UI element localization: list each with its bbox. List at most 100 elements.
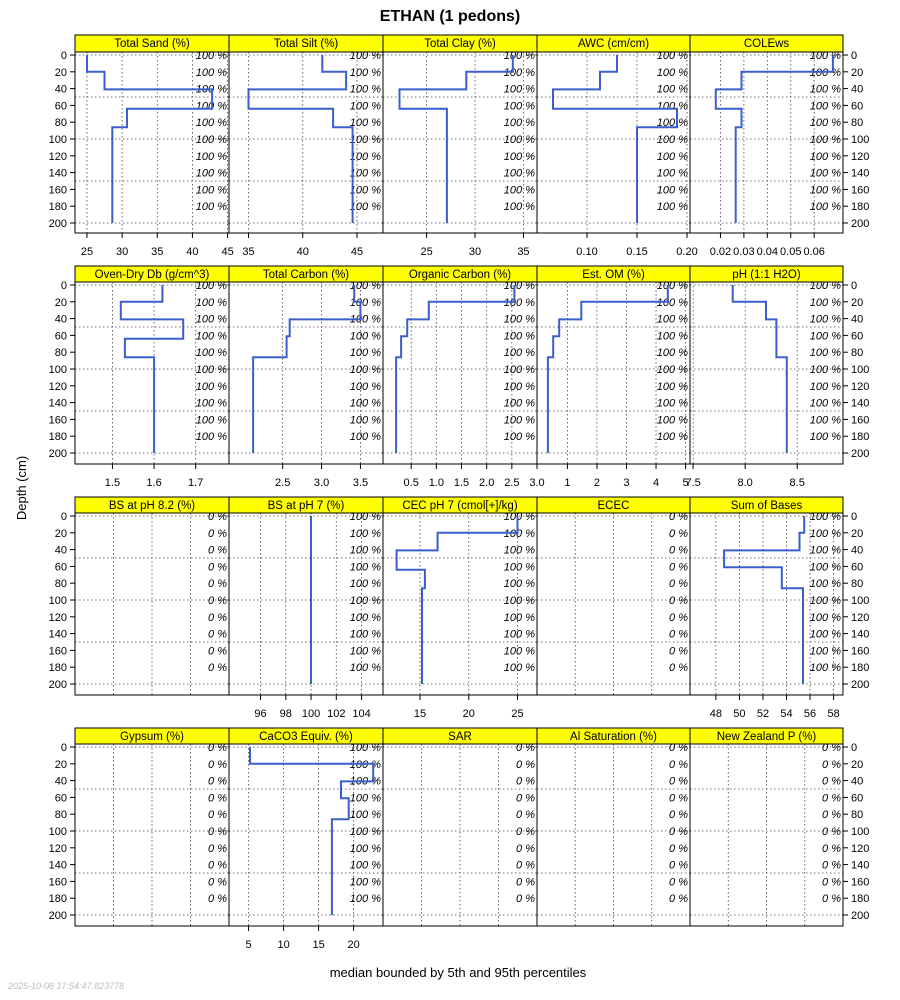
panel-4-pct-label: 100 % [657, 67, 688, 79]
panel-13-pct-label: 100 % [504, 645, 535, 657]
panel-9-pct-label: 100 % [657, 414, 688, 426]
panel-15-pct-label: 100 % [810, 511, 841, 523]
panel-15-xtick-label: 52 [757, 708, 769, 720]
panel-6-xtick-label: 1.5 [105, 477, 120, 489]
depth-tick-label-left: 60 [55, 100, 67, 112]
panel-19-pct-label: 0 % [669, 843, 688, 855]
panel-16-pct-label: 0 % [208, 843, 227, 855]
depth-tick-label-right: 140 [851, 168, 869, 180]
panel-16-pct-label: 0 % [208, 792, 227, 804]
panel-10-pct-label: 100 % [810, 314, 841, 326]
panel-17-pct-label: 100 % [350, 893, 381, 905]
panel-17-xtick-label: 10 [277, 939, 289, 951]
panel-14-pct-label: 0 % [669, 629, 688, 641]
depth-tick-label-right: 180 [851, 431, 869, 443]
panel-8-pct-label: 100 % [504, 280, 535, 292]
depth-tick-label-right: 60 [851, 561, 863, 573]
panel-20: New Zealand P (%) 0 % 0 % 0 % 0 % 0 % 0 % 0 % 0 … [689, 727, 844, 927]
panel-12-strip-label: BS at pH 7 (%) [268, 500, 345, 512]
panel-13-pct-label: 100 % [504, 595, 535, 607]
panel-12-xtick-label: 104 [352, 708, 370, 720]
depth-tick-label-left: 20 [55, 297, 67, 309]
panel-10-pct-label: 100 % [810, 364, 841, 376]
panel-6-strip-label: Oven-Dry Db (g/cm^3) [95, 269, 210, 281]
depth-tick-label-left: 0 [61, 280, 67, 292]
depth-tick-label-left: 180 [49, 431, 67, 443]
depth-tick-label-right: 140 [851, 860, 869, 872]
panel-16: Gypsum (%) 0 % 0 % 0 % 0 % 0 % 0 % 0 % 0 % 0 % 0 % [74, 727, 230, 927]
depth-tick-label-right: 180 [851, 201, 869, 213]
depth-tick-label-left: 0 [61, 742, 67, 754]
panel-15-pct-label: 100 % [810, 528, 841, 540]
panel-8-xtick-label: 3.0 [529, 477, 544, 489]
panel-16-pct-label: 0 % [208, 776, 227, 788]
panel-8-pct-label: 100 % [504, 414, 535, 426]
panel-13-pct-label: 100 % [504, 561, 535, 573]
panel-4-xtick-label: 0.10 [576, 246, 597, 258]
panel-14-pct-label: 0 % [669, 595, 688, 607]
panel-15-strip-label: Sum of Bases [731, 500, 803, 512]
panel-3-median-line [398, 55, 514, 223]
panel-2-pct-label: 100 % [350, 100, 381, 112]
panel-11-pct-label: 0 % [208, 612, 227, 624]
depth-tick-label-left: 160 [49, 645, 67, 657]
depth-tick-label-left: 60 [55, 561, 67, 573]
panel-13-xtick-label: 20 [463, 708, 475, 720]
panel-8-pct-label: 100 % [504, 398, 535, 410]
panel-9-pct-label: 100 % [657, 431, 688, 443]
panel-17-pct-label: 100 % [350, 792, 381, 804]
depth-tick-label-right: 40 [851, 84, 863, 96]
depth-tick-label-right: 140 [851, 629, 869, 641]
panel-11-pct-label: 0 % [208, 511, 227, 523]
panel-3: Total Clay (%) 100 % 100 % 100 % 100 % 100 % 1… [382, 34, 538, 258]
panel-19-pct-label: 0 % [669, 876, 688, 888]
panel-1-median-line [86, 55, 214, 223]
panel-3-pct-label: 100 % [504, 50, 535, 62]
panel-18-pct-label: 0 % [516, 742, 535, 754]
panel-3-pct-label: 100 % [504, 201, 535, 213]
depth-tick-label-right: 160 [851, 414, 869, 426]
depth-tick-label-left: 180 [49, 662, 67, 674]
panel-2-pct-label: 100 % [350, 67, 381, 79]
depth-tick-label-right: 20 [851, 759, 863, 771]
panel-3-pct-label: 100 % [504, 168, 535, 180]
panel-4-pct-label: 100 % [657, 50, 688, 62]
depth-tick-label-left: 140 [49, 398, 67, 410]
panel-5-frame [689, 51, 844, 234]
depth-tick-label-left: 160 [49, 414, 67, 426]
panel-2: Total Silt (%) 100 % 100 % 100 % 100 % 100 % 1… [228, 34, 384, 258]
panel-19-pct-label: 0 % [669, 792, 688, 804]
panel-15-pct-label: 100 % [810, 645, 841, 657]
depth-tick-label-right: 20 [851, 297, 863, 309]
chart-title: ETHAN (1 pedons) [380, 8, 520, 25]
panel-13-xtick-label: 25 [511, 708, 523, 720]
panel-4-pct-label: 100 % [657, 151, 688, 163]
panel-4-xtick-label: 0.20 [676, 246, 697, 258]
panel-4-pct-label: 100 % [657, 168, 688, 180]
panel-1-pct-label: 100 % [196, 50, 227, 62]
panel-7-xtick-label: 3.0 [314, 477, 329, 489]
panel-9-xtick-label: 4 [653, 477, 659, 489]
panel-18-pct-label: 0 % [516, 776, 535, 788]
depth-tick-label-right: 120 [851, 381, 869, 393]
panel-7-pct-label: 100 % [350, 347, 381, 359]
depth-tick-label-right: 180 [851, 893, 869, 905]
panel-15-xtick-label: 54 [780, 708, 792, 720]
panel-10-xtick-label: 8.5 [790, 477, 805, 489]
panel-2-xtick-label: 35 [242, 246, 254, 258]
panel-20-pct-label: 0 % [822, 759, 841, 771]
panel-10: pH (1:1 H2O) 100 % 100 % 100 % 100 % 100 % 100… [685, 265, 844, 489]
panel-5-pct-label: 100 % [810, 184, 841, 196]
panel-12-xtick-label: 96 [254, 708, 266, 720]
panel-15-pct-label: 100 % [810, 612, 841, 624]
depth-tick-label-right: 100 [851, 595, 869, 607]
depth-tick-label-left: 200 [49, 218, 67, 230]
panel-2-xtick-label: 45 [351, 246, 363, 258]
panel-2-pct-label: 100 % [350, 117, 381, 129]
panel-19-pct-label: 0 % [669, 759, 688, 771]
panel-7-pct-label: 100 % [350, 381, 381, 393]
panel-2-pct-label: 100 % [350, 84, 381, 96]
panel-3-xtick-label: 35 [517, 246, 529, 258]
panel-4-pct-label: 100 % [657, 100, 688, 112]
depth-tick-label-left: 180 [49, 201, 67, 213]
